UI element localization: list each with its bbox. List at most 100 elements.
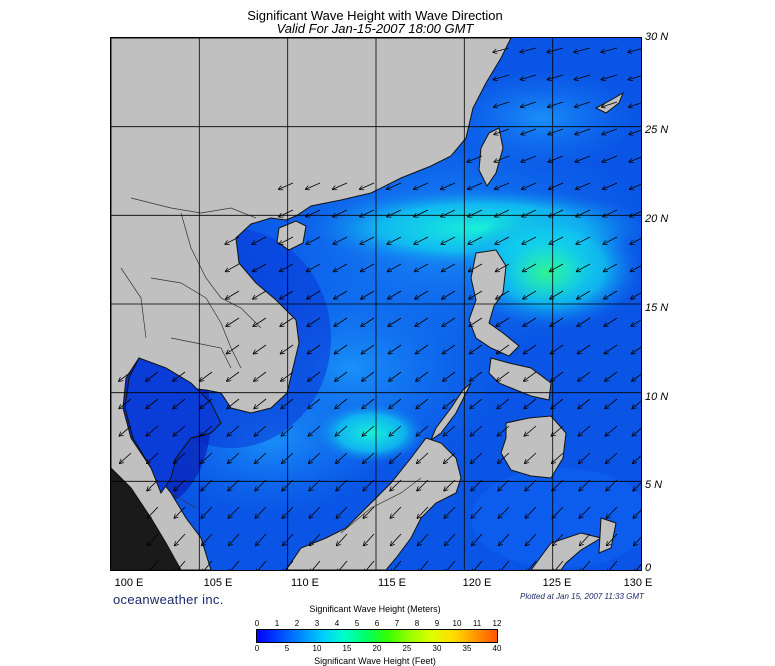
wave-direction-arrow [548, 128, 564, 134]
wave-direction-arrow [549, 236, 564, 244]
wave-direction-arrow [308, 398, 321, 408]
wave-direction-arrow [552, 479, 564, 491]
wave-direction-arrow [228, 479, 240, 491]
wave-direction-arrow [333, 209, 348, 217]
wave-direction-arrow [282, 506, 294, 518]
wave-direction-arrow [281, 344, 294, 354]
wave-direction-arrow [416, 371, 429, 381]
legend-feet-title: Significant Wave Height (Feet) [314, 656, 436, 666]
luzon-island [468, 249, 520, 357]
wave-direction-arrow [416, 344, 429, 354]
wave-direction-arrow [387, 182, 402, 189]
wave-direction-arrows [119, 47, 641, 570]
lon-label: 120 E [462, 577, 492, 589]
meters-tick: 11 [472, 619, 482, 628]
wave-direction-arrow [525, 506, 537, 518]
wave-direction-arrow [444, 506, 456, 518]
legend-meters-title: Significant Wave Height (Meters) [309, 604, 441, 614]
wave-direction-arrow [553, 560, 564, 570]
landmasses [111, 38, 625, 570]
wave-direction-arrow [256, 560, 267, 570]
wave-direction-arrow [526, 533, 537, 546]
wave-direction-arrow [363, 506, 375, 518]
wave-direction-arrow [283, 533, 294, 546]
wave-direction-arrow [308, 425, 321, 436]
meters-tick: 3 [314, 619, 320, 628]
wave-direction-arrow [578, 425, 591, 436]
wave-direction-arrow [119, 371, 132, 381]
visayas-islands [488, 357, 552, 401]
wave-direction-arrow [551, 344, 564, 354]
wave-direction-arrow [471, 506, 483, 518]
wave-direction-arrow [471, 452, 483, 463]
wave-direction-arrow [173, 398, 186, 408]
wave-direction-arrow [363, 479, 375, 491]
wave-direction-arrow [495, 209, 510, 217]
wave-direction-arrow [549, 182, 564, 189]
wave-direction-arrow [470, 425, 483, 436]
wave-direction-arrow [606, 452, 618, 463]
feet-tick: 10 [312, 644, 322, 653]
wave-direction-arrow [551, 398, 564, 408]
wave-direction-arrow [364, 533, 375, 546]
wave-direction-arrow [524, 371, 537, 381]
wave-direction-arrow [577, 263, 591, 271]
wave-direction-arrow [175, 533, 186, 546]
wave-direction-arrow [631, 319, 641, 326]
wave-direction-arrow [498, 506, 510, 518]
wave-direction-arrow [363, 452, 375, 463]
wave-direction-arrow [306, 209, 321, 217]
wave-direction-arrow [119, 398, 132, 408]
wave-direction-arrow [442, 317, 456, 326]
wave-direction-arrow [306, 182, 321, 189]
wave-direction-arrow [605, 371, 618, 381]
wave-direction-arrow [146, 425, 159, 436]
lon-label: 100 E [114, 577, 144, 589]
wave-direction-arrow [280, 263, 294, 271]
wave-direction-arrow [633, 509, 641, 518]
wave-direction-arrow [523, 290, 537, 299]
wave-direction-arrow [601, 74, 618, 80]
wave-direction-arrow [470, 398, 483, 408]
wave-direction-arrow [578, 344, 591, 354]
wave-direction-arrow [472, 560, 483, 570]
wave-direction-arrow [605, 425, 618, 436]
wave-direction-arrow [524, 344, 537, 354]
lat-label: 0 [645, 562, 652, 574]
meters-tick: 4 [334, 619, 340, 628]
wave-direction-arrow [441, 182, 456, 189]
wave-direction-arrow [360, 182, 375, 189]
wave-direction-arrow [548, 101, 564, 107]
wave-direction-arrow [415, 263, 429, 271]
wave-direction-arrow [280, 317, 294, 326]
wave-direction-arrow [416, 425, 429, 436]
lat-label: 15 N [645, 302, 669, 314]
wave-direction-arrow [441, 209, 456, 217]
wave-direction-arrow [497, 371, 510, 381]
wave-direction-arrow [633, 482, 641, 491]
wave-direction-arrow [574, 74, 591, 80]
wave-direction-arrow [602, 155, 618, 162]
wave-direction-arrow [496, 317, 510, 326]
wave-direction-arrow [415, 317, 429, 326]
wave-direction-arrow [175, 560, 186, 570]
wave-direction-arrow [335, 371, 348, 381]
meters-tick: 0 [254, 619, 260, 628]
wave-direction-arrow [389, 398, 402, 408]
wave-direction-arrow [525, 452, 537, 463]
wave-direction-arrow [391, 560, 402, 570]
wave-direction-arrow [335, 344, 348, 354]
wave-direction-arrow [606, 479, 618, 491]
wave-direction-arrow [148, 560, 159, 570]
wave-direction-arrow [174, 479, 186, 491]
wave-direction-arrow [521, 155, 537, 162]
wave-direction-arrow [634, 563, 641, 570]
wave-direction-arrow [364, 560, 375, 570]
wave-direction-arrow [631, 292, 641, 299]
wave-direction-arrow [521, 101, 537, 107]
wave-direction-arrow [120, 452, 132, 463]
wave-direction-arrow [496, 263, 510, 271]
lat-label: 25 N [645, 124, 669, 136]
wave-direction-arrow [255, 479, 267, 491]
wave-direction-arrow [525, 479, 537, 491]
